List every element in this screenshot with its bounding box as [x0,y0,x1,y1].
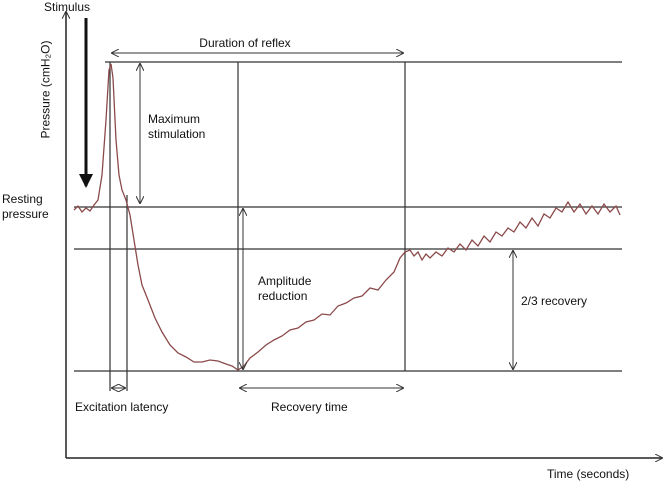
latency-label: Excitation latency [75,400,169,414]
amplitude-label: Amplitude reduction [258,274,312,303]
duration-label: Duration of reflex [199,36,291,50]
recovery-two-thirds-label: 2/3 recovery [521,294,588,308]
guide-lines [74,61,622,391]
maximum-label: Maximum stimulation [148,112,206,141]
x-axis-label: Time (seconds) [547,467,630,481]
stimulus-label: Stimulus [44,0,91,14]
y-axis-label: Pressure (cmH₂O) [38,40,53,139]
dimension-arrows [112,53,513,388]
pressure-trace [73,63,621,371]
recovery-time-label: Recovery time [271,400,348,414]
resting-label: Resting pressure [2,192,49,221]
axes [66,12,662,458]
